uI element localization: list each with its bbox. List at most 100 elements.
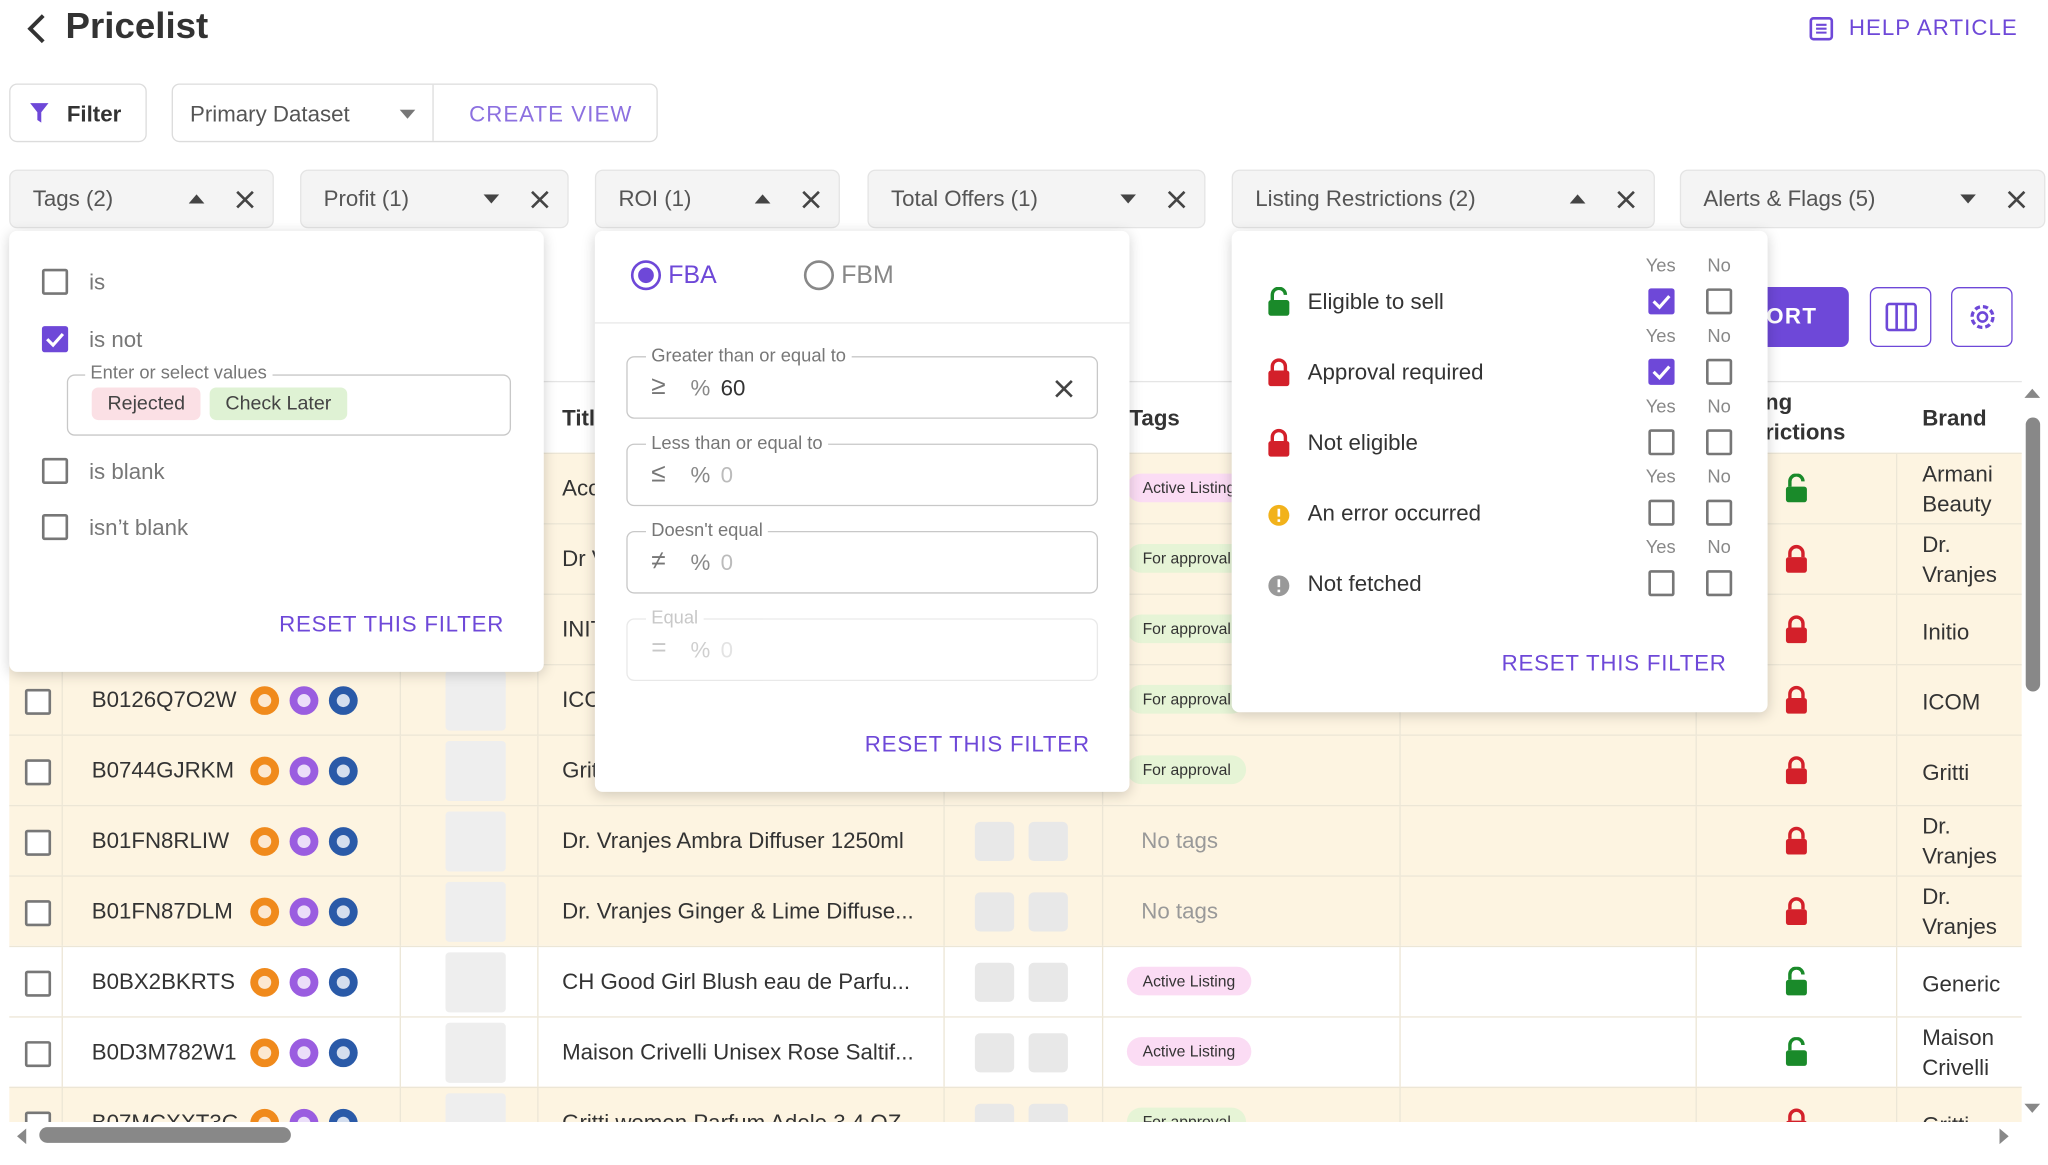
reset-filter[interactable]: RESET THIS FILTER <box>279 611 505 637</box>
brand: Initio <box>1922 619 1970 645</box>
thumb-down[interactable] <box>1028 821 1068 862</box>
field-label: Equal <box>645 606 704 628</box>
reset-filter[interactable]: RESET THIS FILTER <box>864 731 1090 757</box>
checkbox[interactable] <box>1706 288 1733 315</box>
checkbox[interactable] <box>1706 358 1733 385</box>
checkbox[interactable] <box>1648 499 1675 526</box>
field-label: Doesn't equal <box>645 519 769 541</box>
source-icon[interactable] <box>249 1108 280 1122</box>
columns-button[interactable] <box>1869 287 1932 348</box>
thumb-up[interactable] <box>974 892 1015 932</box>
checkbox[interactable] <box>1706 429 1733 456</box>
status-icon <box>1268 575 1290 597</box>
chip-remove[interactable] <box>801 189 822 210</box>
chip-remove[interactable] <box>529 189 550 210</box>
product-image <box>445 881 506 942</box>
source-icon[interactable] <box>328 967 359 998</box>
v-scroll-thumb <box>2025 417 2041 692</box>
thumb-down[interactable] <box>1028 1033 1068 1073</box>
source-icon[interactable] <box>328 896 359 927</box>
source-icon[interactable] <box>288 1037 319 1068</box>
asin: B0BX2BKRTS <box>91 969 235 995</box>
thumb-up[interactable] <box>974 962 1015 1002</box>
source-icon[interactable] <box>288 1108 319 1122</box>
checkbox[interactable] <box>41 514 69 541</box>
thumb-down[interactable] <box>1028 892 1068 932</box>
checkbox[interactable] <box>41 326 69 353</box>
chip-arrow <box>1569 194 1586 204</box>
checkbox[interactable] <box>1706 570 1733 597</box>
back-button[interactable] <box>22 13 51 44</box>
chip-remove[interactable] <box>1616 189 1637 210</box>
thumb-down[interactable] <box>1028 1103 1068 1122</box>
thumb-up[interactable] <box>974 1033 1015 1073</box>
thumb-up[interactable] <box>974 1103 1015 1122</box>
filter-chip[interactable]: Alerts & Flags (5) <box>1679 169 2046 229</box>
lock-icon <box>1785 756 1807 785</box>
checkbox[interactable] <box>24 900 52 927</box>
checkbox[interactable] <box>24 829 52 856</box>
chip-arrow <box>483 194 500 204</box>
chip-remove[interactable] <box>1166 189 1187 210</box>
source-icon[interactable] <box>288 826 319 857</box>
checkbox[interactable] <box>1648 429 1675 456</box>
column-divider <box>943 1017 945 1089</box>
table-row: B0BX2BKRTS CH Good Girl Blush eau de Parf… <box>9 945 2022 1018</box>
create-view[interactable]: CREATE VIEW <box>469 101 633 127</box>
chip-remove[interactable] <box>2006 189 2027 210</box>
source-icon[interactable] <box>249 826 280 857</box>
filter-button[interactable]: Filter <box>9 83 147 143</box>
source-icon[interactable] <box>328 826 359 857</box>
source-icon[interactable] <box>328 755 359 786</box>
source-icon[interactable] <box>328 1108 359 1122</box>
header-title: Titl <box>562 405 596 431</box>
source-icon[interactable] <box>249 1037 280 1068</box>
filter-option: is blank <box>89 459 165 485</box>
column-divider <box>1399 1017 1401 1089</box>
source-icon[interactable] <box>328 685 359 716</box>
filter-chip-label: ROI (1) <box>618 186 692 212</box>
source-icon[interactable] <box>249 967 280 998</box>
checkbox[interactable] <box>24 1041 52 1068</box>
tag-empty: No tags <box>1141 898 1219 924</box>
source-icon[interactable] <box>249 896 280 927</box>
clear-button[interactable] <box>1053 378 1074 399</box>
help-article[interactable]: HELP ARTICLE <box>1848 15 2018 41</box>
source-icon[interactable] <box>288 685 319 716</box>
reset-filter[interactable]: RESET THIS FILTER <box>1501 650 1727 676</box>
checkbox[interactable] <box>1648 358 1675 385</box>
source-icon[interactable] <box>288 967 319 998</box>
brand: Dr. Vranjes <box>1922 532 1997 588</box>
source-icon[interactable] <box>249 755 280 786</box>
column-divider <box>1695 735 1697 807</box>
checkbox[interactable] <box>1648 570 1675 597</box>
asin: B0744GJRKM <box>91 757 235 783</box>
filter-chip[interactable]: Listing Restrictions (2) <box>1231 169 1655 229</box>
checkbox[interactable] <box>24 688 52 715</box>
checkbox[interactable] <box>1648 288 1675 315</box>
source-icon[interactable] <box>288 755 319 786</box>
filter-chip[interactable]: Tags (2) <box>9 169 274 229</box>
thumb-up[interactable] <box>974 821 1015 862</box>
checkbox[interactable] <box>41 268 69 295</box>
radio-button[interactable] <box>630 260 662 291</box>
settings-button[interactable] <box>1951 287 2013 348</box>
chip-remove[interactable] <box>235 189 256 210</box>
thumb-down[interactable] <box>1028 962 1068 1002</box>
checkbox[interactable] <box>24 759 52 786</box>
no-label: No <box>1707 254 1731 276</box>
field-unit: % <box>690 463 711 488</box>
checkbox[interactable] <box>24 970 52 997</box>
filter-chip[interactable]: ROI (1) <box>594 169 840 229</box>
checkbox[interactable] <box>24 1111 52 1122</box>
dataset-select[interactable]: Primary Dataset <box>189 101 350 127</box>
source-icon[interactable] <box>328 1037 359 1068</box>
radio-button[interactable] <box>803 260 835 291</box>
source-icon[interactable] <box>249 685 280 716</box>
checkbox[interactable] <box>41 457 69 485</box>
filter-chip[interactable]: Profit (1) <box>300 169 569 229</box>
checkbox[interactable] <box>1706 499 1733 526</box>
source-icon[interactable] <box>288 896 319 927</box>
filter-chip[interactable]: Total Offers (1) <box>867 169 1206 229</box>
export-label: ORT <box>1766 303 1818 329</box>
